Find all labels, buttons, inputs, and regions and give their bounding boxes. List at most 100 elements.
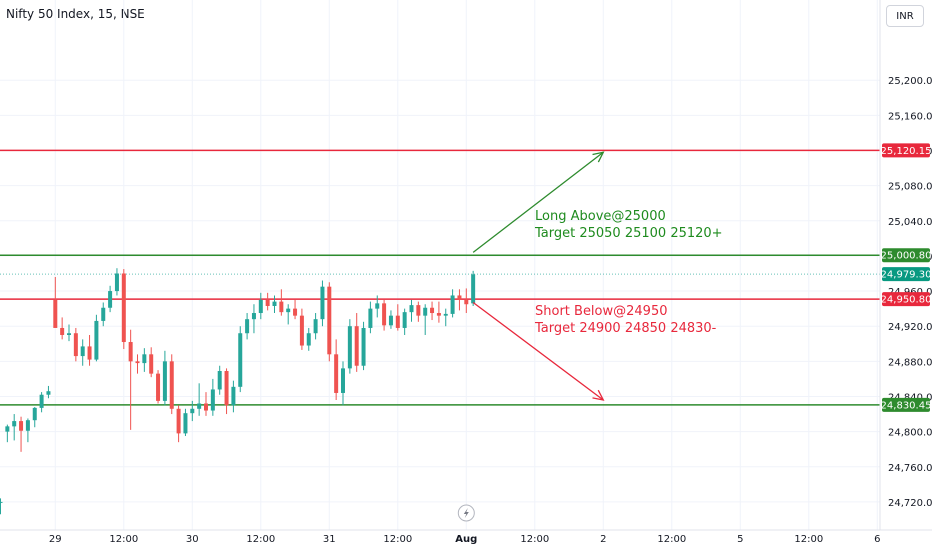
candle-body: [73, 333, 78, 357]
candle-body: [388, 315, 393, 326]
candle-body: [457, 295, 462, 300]
candle-body: [320, 286, 325, 320]
candle-body: [293, 308, 298, 316]
candle-body: [402, 312, 407, 328]
time-tick-label: 12:00: [383, 534, 412, 545]
candle-body: [231, 386, 236, 406]
trade-arrows: [472, 151, 605, 401]
candle-body: [382, 303, 387, 326]
candle-body: [114, 273, 119, 292]
time-tick-label: 5: [737, 534, 743, 545]
time-axis[interactable]: 29 12:00 30 12:00 31 12:00 Aug 12:00 2 12:00 5 12:0…: [0, 529, 932, 545]
price-tag-label: 25,120.15: [881, 146, 932, 157]
candle-body: [464, 299, 469, 305]
candle-body: [443, 313, 448, 316]
candle-body: [430, 307, 435, 314]
candle-body: [423, 307, 428, 316]
candle-body: [204, 403, 208, 411]
candle-body: [258, 299, 263, 314]
candle-body: [436, 313, 441, 316]
candle-body: [142, 354, 147, 364]
candle-body: [361, 327, 366, 366]
time-tick-label: 12:00: [109, 534, 138, 545]
candle-body: [416, 305, 421, 316]
candle-body: [245, 319, 250, 334]
candles: [0, 268, 476, 515]
candle-body: [87, 346, 92, 360]
candle-body: [80, 346, 85, 357]
candle-body: [183, 413, 188, 434]
candle-body: [12, 421, 17, 427]
candle-body: [162, 361, 167, 401]
candle-body: [313, 319, 318, 334]
replay-icon[interactable]: [457, 504, 475, 522]
candle-body: [334, 354, 339, 393]
level-lines: [0, 149, 880, 406]
candle-body: [354, 326, 359, 366]
candle-body: [299, 315, 304, 346]
lightning-icon: [463, 508, 469, 518]
currency-button[interactable]: INR: [886, 5, 924, 27]
chart-title: Nifty 50 Index, 15, NSE: [6, 7, 145, 21]
candle-body: [368, 308, 373, 328]
price-tick-label: 25,040.00: [888, 217, 932, 228]
time-tick-label: 29: [49, 534, 62, 545]
candle-body: [238, 333, 243, 387]
candle-body: [272, 301, 277, 306]
price-tick-label: 25,200.00: [888, 76, 932, 87]
price-tick-label: 24,920.00: [888, 322, 932, 333]
price-tick-label: 24,800.00: [888, 428, 932, 439]
arrow-head: [592, 151, 605, 163]
candle-body: [135, 361, 140, 364]
price-tag-bg: [882, 143, 930, 158]
candle-body: [286, 308, 291, 313]
arrow-head: [592, 389, 605, 401]
candle-body: [108, 291, 113, 308]
candle-body: [169, 361, 174, 409]
price-tag-label: 24,830.45: [881, 400, 932, 411]
price-tag-label: 24,950.80: [881, 295, 932, 306]
candle-body: [471, 274, 476, 304]
candle-body: [265, 299, 270, 306]
time-tick-label: 30: [186, 534, 199, 545]
candle-body: [53, 299, 58, 328]
candle-body: [46, 391, 51, 395]
candle-body: [67, 333, 71, 335]
candle-body: [327, 286, 332, 355]
price-tick-label: 25,160.00: [888, 111, 932, 122]
price-tag-label: 24,979.30: [881, 270, 932, 281]
price-axis[interactable]: 25,200.0025,160.0025,120.0025,080.0025,0…: [879, 0, 932, 530]
candle-body: [25, 420, 30, 431]
candle-body: [409, 305, 414, 313]
price-tick-label: 24,880.00: [888, 357, 932, 368]
short-annotation: Short Below@24950 Target 24900 24850 248…: [535, 304, 717, 336]
time-tick-label: 12:00: [794, 534, 823, 545]
price-labels: 25,120.15 25,000.80 24,950.80 24,830.45 24,9…: [881, 143, 932, 412]
time-tick-label: 12:00: [246, 534, 275, 545]
time-tick-label: 6: [874, 534, 880, 545]
candle-body: [375, 303, 380, 309]
candle-body: [224, 371, 229, 406]
candle-body: [101, 307, 106, 321]
price-tick-label: 24,760.00: [888, 463, 932, 474]
time-tick-label: Aug: [455, 534, 477, 545]
price-tag-bg: [882, 267, 930, 282]
long-annotation: Long Above@25000 Target 25050 25100 2512…: [535, 209, 723, 241]
candle-body: [149, 354, 154, 374]
candle-body: [19, 421, 24, 431]
candle-body: [32, 407, 37, 421]
candle-body: [94, 320, 99, 360]
candle-body: [121, 273, 126, 343]
price-tick-label: 24,720.00: [888, 498, 932, 509]
price-tag-bg: [882, 248, 930, 263]
candle-body: [60, 327, 65, 335]
candle-body: [210, 389, 215, 411]
arrow-line: [472, 301, 604, 401]
arrow-line: [472, 151, 604, 253]
price-tag-bg: [882, 397, 930, 412]
price-tick-label: 25,080.00: [888, 182, 932, 193]
candle-body: [39, 394, 44, 408]
time-tick-label: 31: [323, 534, 336, 545]
price-tag-label: 25,000.80: [881, 251, 932, 262]
